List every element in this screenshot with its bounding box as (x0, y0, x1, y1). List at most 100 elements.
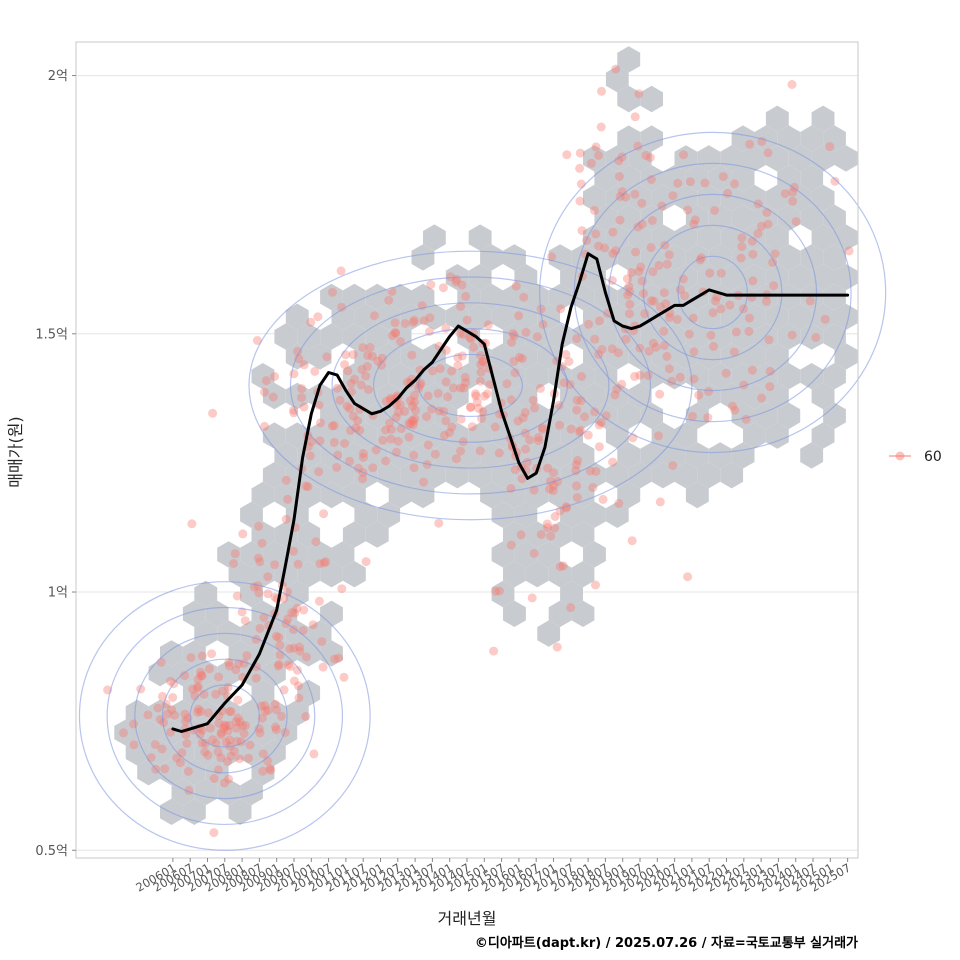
scatter-point (193, 704, 203, 714)
scatter-point (625, 309, 634, 319)
scatter-point (550, 523, 560, 533)
hexbin-cell (434, 402, 458, 429)
scatter-point (306, 317, 316, 327)
hexbin-cell (617, 46, 641, 73)
hexbin-cell (834, 145, 858, 172)
hexbin-cell (331, 422, 355, 449)
scatter-point (301, 481, 311, 491)
scatter-point (614, 156, 624, 166)
y-tick-label: 1억 (48, 586, 68, 601)
scatter-point (518, 413, 528, 423)
scatter-point (564, 357, 574, 366)
scatter-point (386, 425, 396, 434)
hexbin-cell (285, 422, 309, 449)
hexbin-cell (240, 541, 263, 568)
scatter-point (542, 519, 552, 529)
scatter-point (426, 280, 436, 290)
scatter-point (753, 229, 763, 239)
scatter-point (232, 591, 242, 601)
scatter-point (358, 474, 368, 484)
hexbin-cell (445, 382, 469, 410)
hexbin-cell (411, 402, 435, 429)
scatter-point (395, 337, 405, 346)
scatter-point (730, 179, 739, 189)
hexbin-cell (823, 402, 846, 429)
scatter-point (244, 753, 253, 763)
scatter-point (289, 643, 299, 653)
hexbin-cell (423, 422, 446, 449)
hexbin-cell (788, 184, 812, 212)
scatter-point (683, 205, 693, 215)
hexbin-cell (525, 283, 549, 311)
scatter-point (635, 370, 645, 380)
scatter-point (641, 150, 651, 160)
scatter-point (129, 719, 138, 729)
hexbin-cell (320, 402, 343, 429)
scatter-point (322, 352, 332, 362)
scatter-point (156, 657, 166, 667)
scatter-point (277, 711, 287, 721)
hexbin-cell (503, 244, 526, 271)
hexbin-cell (342, 363, 366, 390)
hexbin-cell (525, 363, 549, 390)
scatter-point (660, 240, 670, 250)
scatter-point (216, 730, 226, 740)
scatter-point (285, 662, 295, 671)
hexbin-cell (491, 462, 515, 489)
hexbin-cell (491, 580, 515, 608)
hexbin-cell (251, 759, 275, 786)
hexbin-cell (160, 798, 183, 825)
scatter-point (279, 594, 289, 603)
hexbin-cell (720, 264, 744, 291)
hexbin-cell (148, 739, 172, 766)
hexbin-cell (560, 580, 583, 608)
scatter-point (590, 334, 600, 344)
hexbin-cell (651, 264, 675, 291)
scatter-point (195, 729, 205, 739)
scatter-point (314, 596, 324, 606)
scatter-point (357, 364, 367, 374)
density-contour (573, 162, 852, 423)
scatter-point (214, 672, 224, 682)
scatter-point (561, 350, 571, 359)
scatter-point (256, 701, 266, 711)
scatter-point (261, 376, 271, 386)
scatter-point (577, 226, 587, 236)
scatter-point (407, 350, 417, 360)
scatter-point (451, 454, 461, 464)
hexbin-cell (685, 481, 709, 509)
scatter-point (225, 735, 235, 745)
scatter-point (506, 395, 516, 405)
scatter-point (257, 713, 267, 723)
scatter-point (654, 431, 663, 441)
scatter-point (280, 728, 290, 737)
scatter-point (281, 514, 291, 524)
scatter-point (688, 313, 698, 323)
hexbin-cell (640, 244, 663, 271)
scatter-point (597, 86, 606, 96)
scatter-point (386, 393, 396, 403)
scatter-point (684, 329, 694, 339)
scatter-point (441, 416, 451, 426)
hexbin-cell (571, 521, 595, 548)
scatter-point (441, 345, 451, 355)
scatter-point (543, 463, 553, 473)
hexbin-cell (617, 402, 641, 429)
hexbin-cell (685, 323, 709, 350)
hexbin-cell (685, 402, 709, 429)
scatter-point (447, 366, 457, 376)
hexbin-cell (571, 402, 595, 429)
scatter-point (303, 482, 313, 492)
scatter-point (549, 481, 559, 491)
hexbin-cell (583, 224, 606, 251)
scatter-point (275, 650, 285, 660)
scatter-point (221, 737, 231, 747)
hexbin-cell (182, 679, 206, 707)
hexbin-cell (240, 778, 263, 806)
scatter-point (408, 317, 418, 327)
scatter-point (630, 189, 640, 199)
scatter-point (764, 335, 774, 345)
hexbin-cell (560, 422, 583, 449)
scatter-point (226, 751, 236, 761)
scatter-point (694, 390, 704, 400)
